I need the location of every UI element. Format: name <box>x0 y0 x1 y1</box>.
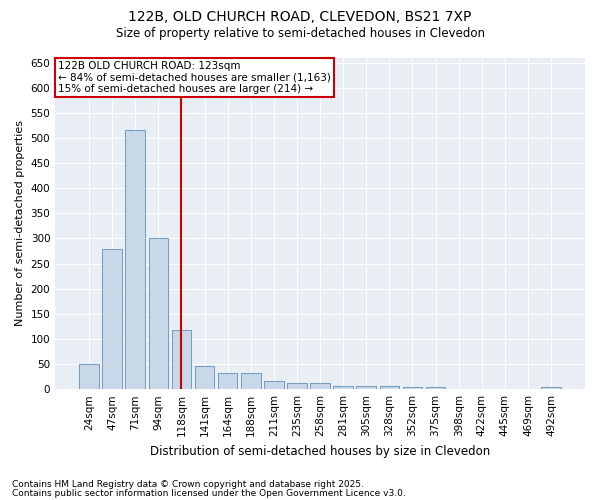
Bar <box>79 364 99 389</box>
Bar <box>103 250 122 389</box>
Text: 122B, OLD CHURCH ROAD, CLEVEDON, BS21 7XP: 122B, OLD CHURCH ROAD, CLEVEDON, BS21 7X… <box>128 10 472 24</box>
Bar <box>380 386 399 389</box>
Text: Contains public sector information licensed under the Open Government Licence v3: Contains public sector information licen… <box>12 489 406 498</box>
Bar <box>541 387 561 389</box>
X-axis label: Distribution of semi-detached houses by size in Clevedon: Distribution of semi-detached houses by … <box>150 444 490 458</box>
Bar <box>149 238 168 389</box>
Bar <box>125 130 145 389</box>
Bar <box>218 373 238 389</box>
Bar <box>287 382 307 389</box>
Bar <box>334 386 353 389</box>
Bar <box>172 330 191 389</box>
Bar <box>403 387 422 389</box>
Bar <box>426 387 445 389</box>
Bar <box>518 388 538 389</box>
Bar <box>310 382 330 389</box>
Bar <box>495 388 515 389</box>
Bar <box>449 388 469 389</box>
Bar <box>356 386 376 389</box>
Text: 122B OLD CHURCH ROAD: 123sqm
← 84% of semi-detached houses are smaller (1,163)
1: 122B OLD CHURCH ROAD: 123sqm ← 84% of se… <box>58 61 331 94</box>
Bar <box>195 366 214 389</box>
Text: Contains HM Land Registry data © Crown copyright and database right 2025.: Contains HM Land Registry data © Crown c… <box>12 480 364 489</box>
Bar <box>264 381 284 389</box>
Y-axis label: Number of semi-detached properties: Number of semi-detached properties <box>15 120 25 326</box>
Bar <box>241 373 260 389</box>
Text: Size of property relative to semi-detached houses in Clevedon: Size of property relative to semi-detach… <box>115 28 485 40</box>
Bar <box>472 388 491 389</box>
